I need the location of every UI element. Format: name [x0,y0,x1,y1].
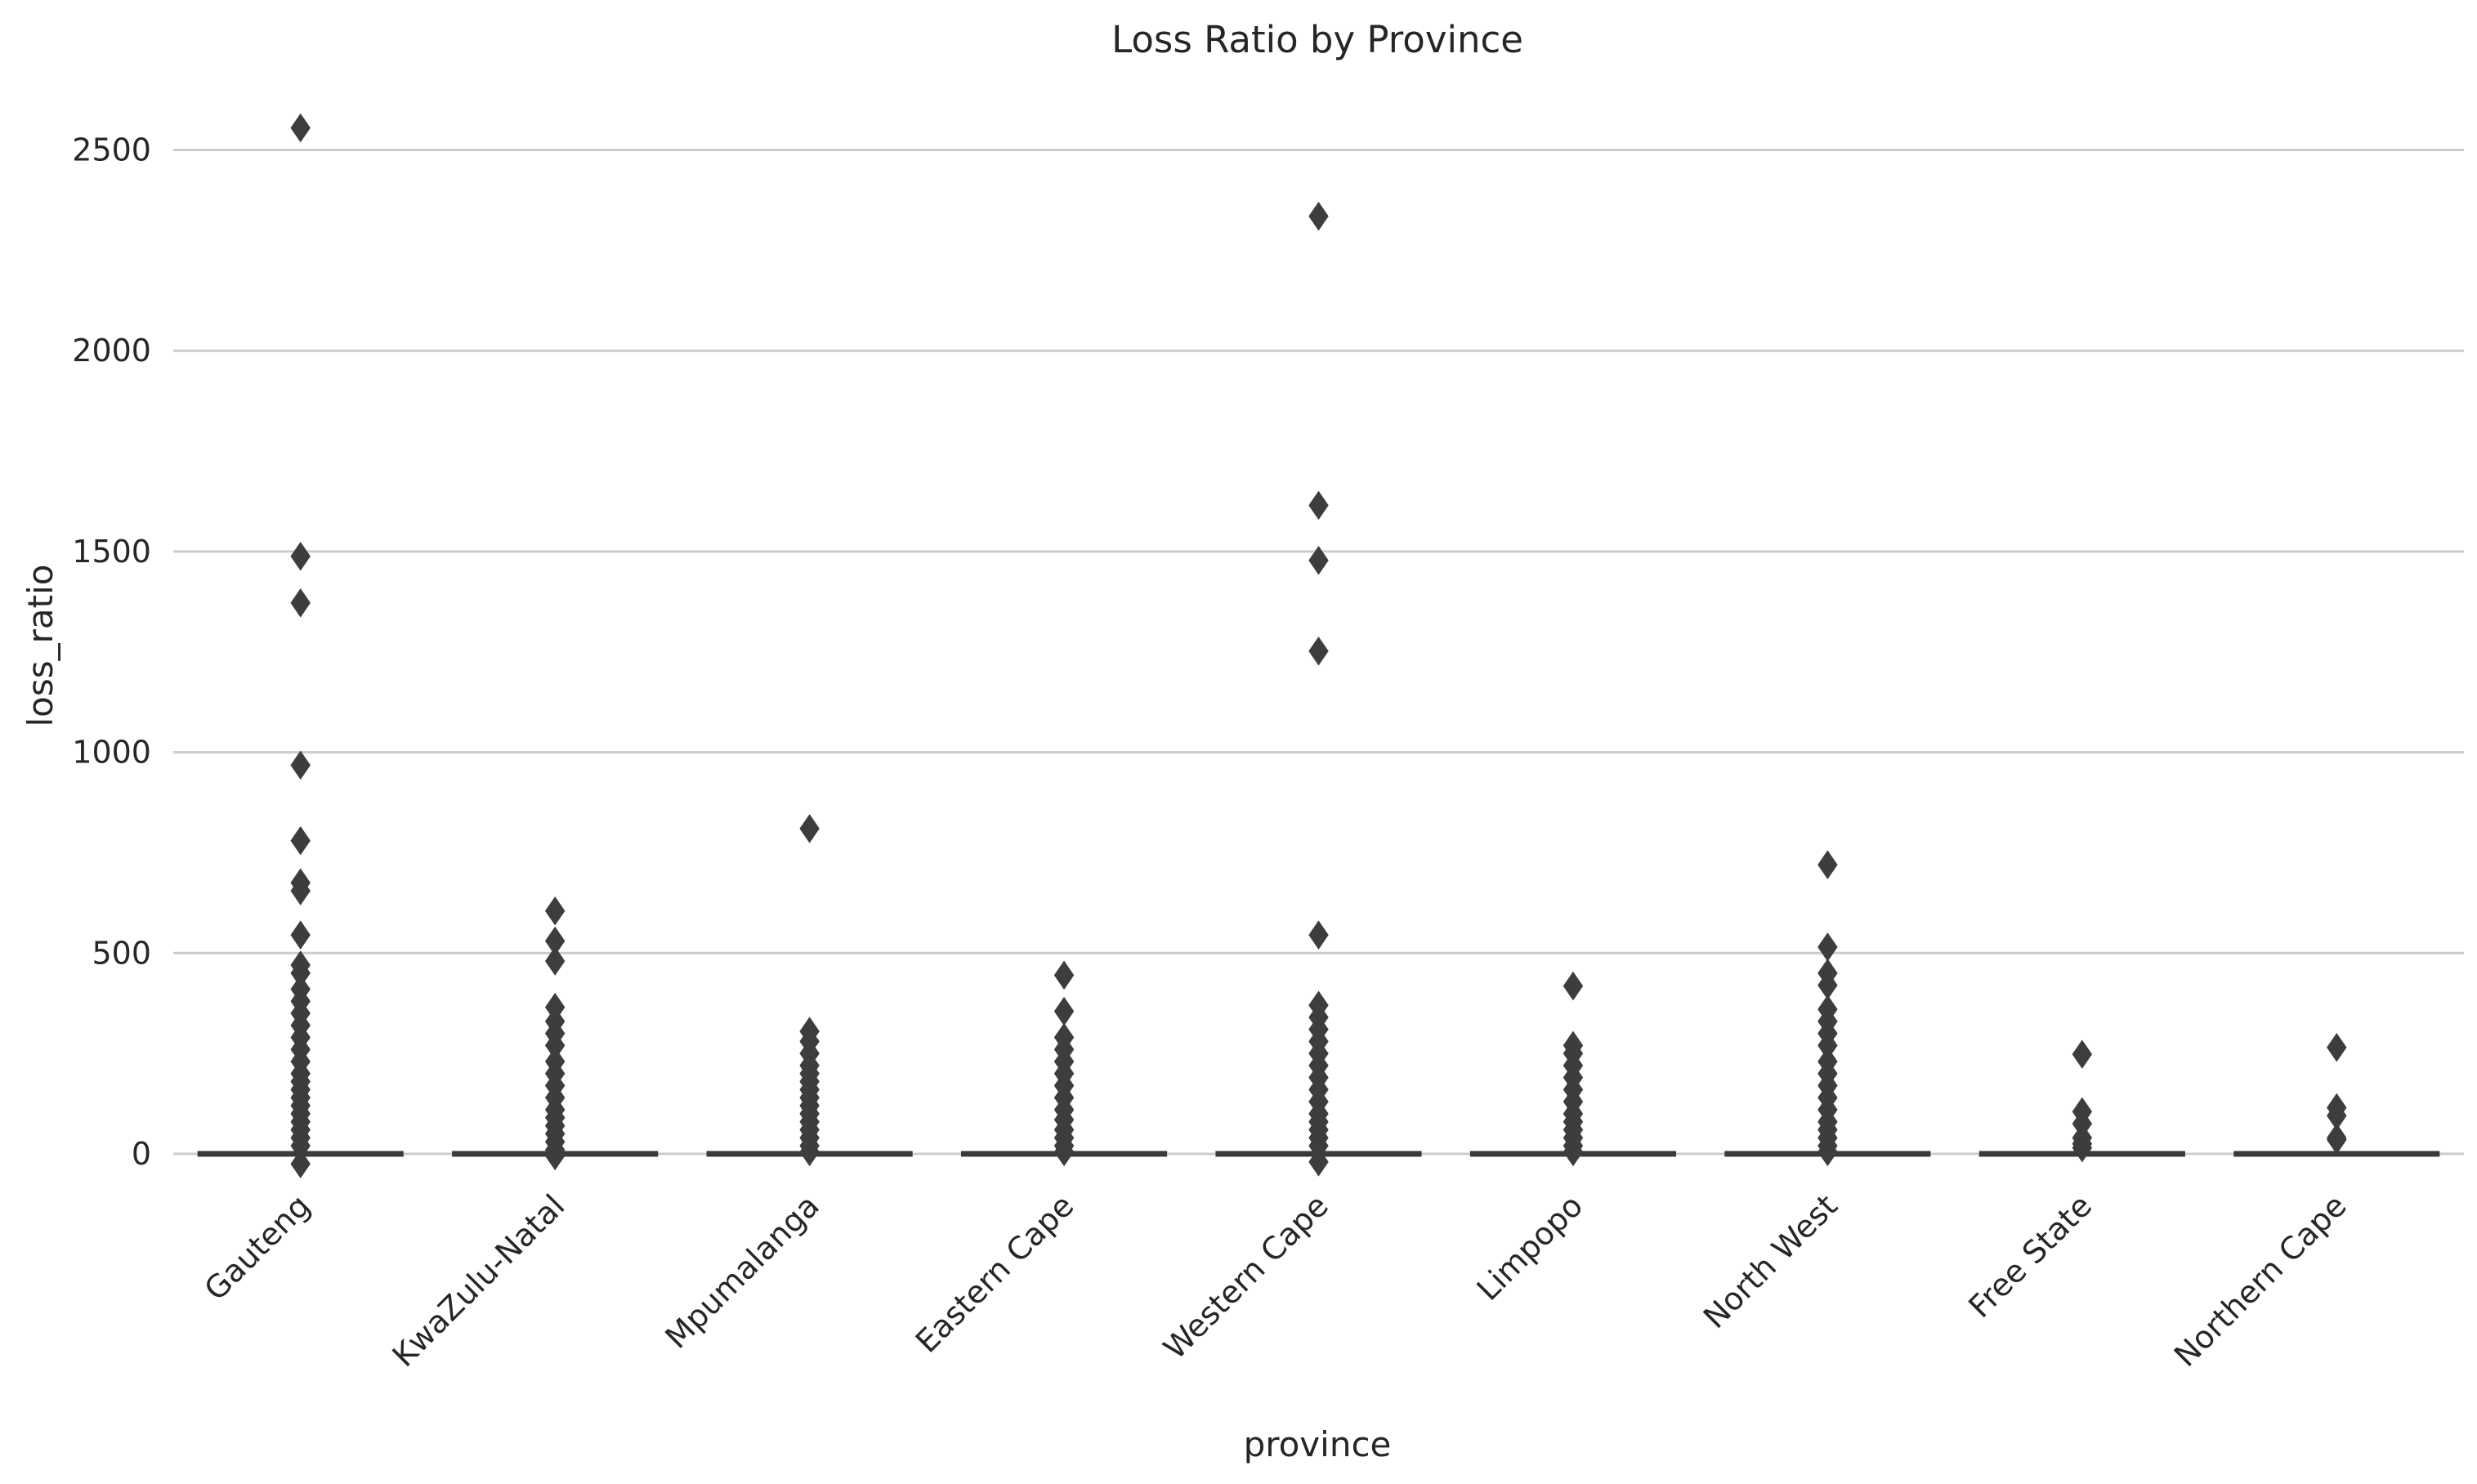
outlier-point [1308,637,1329,666]
outlier-point [1818,850,1838,879]
outlier-point [290,542,311,571]
outlier-point [544,896,566,926]
outlier-point [290,876,311,905]
outlier-point [1308,545,1329,575]
outlier-point [1308,920,1329,950]
outlier-point [2072,1133,2093,1163]
outlier-point [290,1149,311,1179]
x-tick-label: Northern Cape [2167,1187,2354,1374]
y-tick-label: 1000 [72,735,151,771]
box-group [706,814,913,1167]
box-group [1978,1039,2185,1163]
y-tick-label: 500 [92,935,151,971]
outlier-point [290,920,311,950]
outlier-point [1308,201,1329,231]
x-tick-label: Limpopo [1470,1187,1590,1307]
outlier-point [799,814,820,843]
y-tick-label: 2500 [72,132,151,168]
outlier-point [1053,1137,1075,1167]
box-group [452,896,659,1171]
outlier-point [1308,490,1329,521]
y-tick-label: 2000 [72,333,151,369]
box-group [1469,971,1677,1167]
box-group [197,113,404,1179]
outlier-point [1563,1137,1584,1167]
outlier-point [544,1141,566,1171]
outlier-point [1308,1147,1329,1177]
box-group [1215,201,1422,1177]
outlier-point [290,588,311,618]
y-axis-ticks: 0 500 1000 1500 2000 2500 [72,132,151,1173]
outlier-point [1053,996,1075,1026]
y-axis-label: loss_ratio [20,565,60,727]
x-axis-label: province [1244,1424,1392,1464]
outlier-point [799,1137,820,1167]
x-tick-label: North West [1697,1187,1844,1335]
outlier-point [1818,932,1838,962]
box-group [1724,850,1931,1167]
y-tick-label: 1500 [72,534,151,570]
box-group [960,960,1168,1167]
outlier-point [544,946,566,976]
x-tick-label: Eastern Cape [909,1187,1081,1360]
outlier-point [1053,960,1075,990]
x-tick-label: Western Cape [1156,1187,1335,1366]
x-tick-label: Gauteng [197,1187,317,1307]
outlier-point [1818,1137,1838,1167]
x-tick-label: Free State [1961,1187,2099,1325]
outlier-point [290,113,311,143]
x-tick-label: Mpumalanga [658,1187,826,1356]
outlier-point [290,825,311,856]
outlier-point [2327,1125,2347,1155]
box-series [197,113,2440,1179]
chart-title: Loss Ratio by Province [1111,18,1523,61]
x-tick-label: KwaZulu-Natal [386,1187,572,1374]
x-axis-ticks: Gauteng KwaZulu-Natal Mpumalanga Eastern Ca… [197,1187,2353,1374]
y-tick-label: 0 [132,1136,151,1172]
box-group [2233,1033,2440,1157]
outlier-point [290,750,311,780]
outlier-point [2327,1033,2347,1062]
outlier-point [2072,1039,2093,1069]
outlier-point [1563,971,1584,1001]
